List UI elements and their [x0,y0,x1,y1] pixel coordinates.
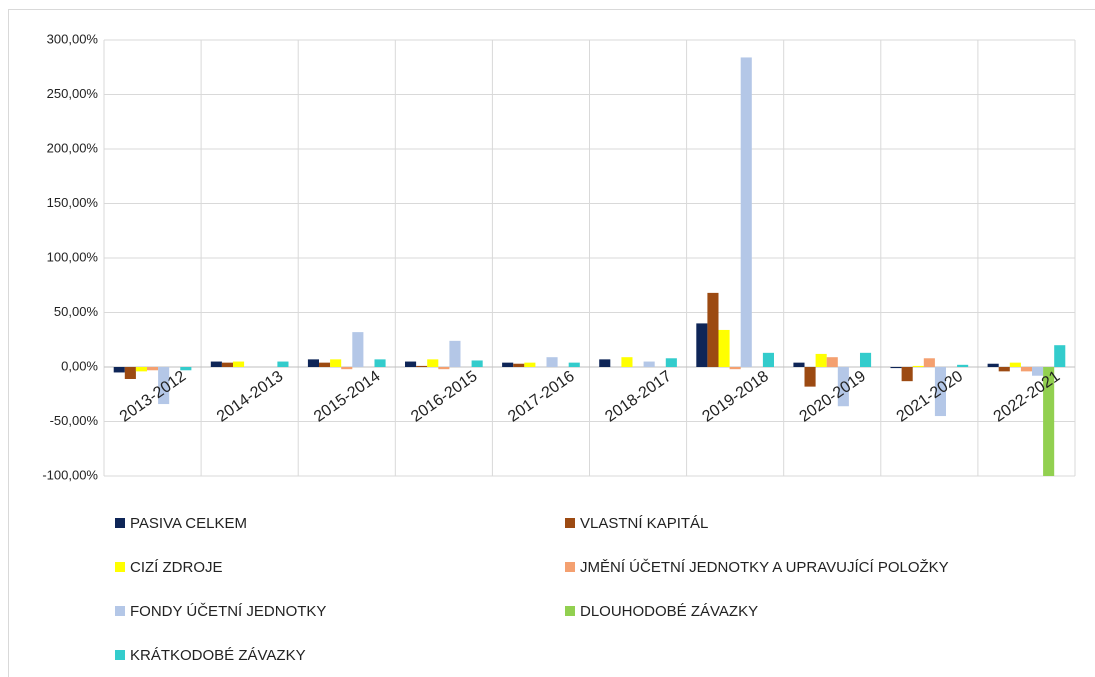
bar [502,362,514,367]
bar [696,323,708,367]
legend-label: KRÁTKODOBÉ ZÁVAZKY [130,647,306,664]
legend-swatch [115,606,125,616]
bar [113,367,125,373]
legend-label: DLOUHODOBÉ ZÁVAZKY [580,603,758,620]
legend-swatch [565,518,575,528]
bar [599,359,611,367]
bar [180,367,192,371]
bar [890,367,902,369]
bar [815,353,827,367]
bar [352,332,364,367]
bar [804,367,816,387]
bar [1020,367,1032,372]
bar [330,359,342,367]
bar [427,359,439,367]
bar [438,367,450,370]
bar [1009,362,1021,367]
bar [524,362,536,367]
bar [277,361,289,367]
bar [307,359,320,367]
y-tick-label: 200,00% [47,140,99,155]
bar [621,357,633,367]
bar [341,367,353,370]
x-tick-label: 2014-2013 [214,368,287,426]
bar [124,367,136,379]
bar [319,362,331,367]
legend-label: JMĚNÍ ÚČETNÍ JEDNOTKY A UPRAVUJÍCÍ POLOŽ… [580,559,949,576]
legend-swatch [565,562,575,572]
bar [718,329,730,367]
y-tick-label: 150,00% [47,195,99,210]
bar [740,57,752,367]
bar [513,363,525,367]
bar [221,362,234,367]
bar [568,362,580,367]
y-tick-label: -50,00% [50,413,99,428]
y-tick-label: -100,00% [42,467,98,482]
y-tick-label: 0,00% [61,358,98,373]
bar [901,367,913,382]
bar [1043,367,1055,476]
bar [957,364,969,367]
chart-frame [8,9,1095,677]
bar [1031,367,1044,376]
y-tick-label: 100,00% [47,249,99,264]
legend-swatch [565,606,575,616]
y-tick-label: 300,00% [47,31,99,46]
bar [837,367,849,407]
bar [923,358,935,367]
legend-swatch [115,562,125,572]
bar [546,357,558,367]
bar [210,361,222,367]
legend-label: VLASTNÍ KAPITÁL [580,515,708,532]
y-tick-label: 250,00% [47,86,99,101]
bar [912,365,924,367]
legend-swatch [115,518,125,528]
bar [471,360,483,367]
bar [374,359,386,367]
bar [793,362,805,367]
bar [147,367,159,371]
bar [405,361,417,367]
x-tick-label: 2016-2015 [408,368,481,426]
legend-label: FONDY ÚČETNÍ JEDNOTKY [130,603,326,620]
bar [1054,345,1066,367]
bar [135,367,148,372]
legend-swatch [115,650,125,660]
legend-label: CIZÍ ZDROJE [130,559,223,576]
bar [665,358,677,367]
y-tick-label: 50,00% [54,304,99,319]
x-tick-label: 2019-2018 [699,368,772,426]
bar [643,361,655,367]
bar [449,340,461,367]
bar [762,352,774,367]
bar [416,365,428,367]
legend-label: PASIVA CELKEM [130,515,247,532]
bar [158,367,170,405]
bar [826,357,838,367]
bar [934,367,946,417]
bar [233,361,245,367]
bar [729,367,741,370]
bar [998,367,1010,372]
bar [707,292,719,367]
x-tick-label: 2018-2017 [602,368,675,426]
bar [859,352,872,367]
x-tick-label: 2015-2014 [311,368,384,426]
x-tick-label: 2017-2016 [505,368,578,426]
bar [987,363,999,367]
